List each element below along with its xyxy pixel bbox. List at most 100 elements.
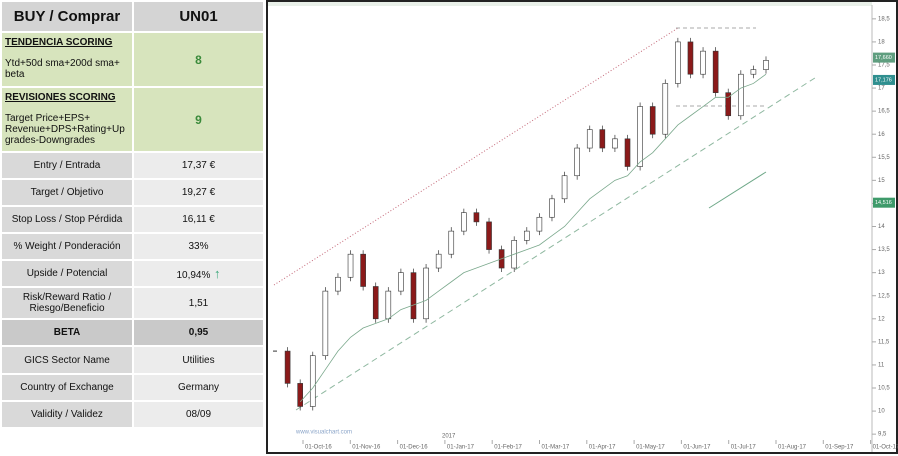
candle <box>347 253 354 278</box>
x-tick-label: 01-Dec-16 <box>400 445 429 451</box>
header-row: BUY / Comprar UN01 <box>0 0 265 33</box>
y-tick-label: 11,5 <box>878 339 890 345</box>
channel-top <box>273 27 679 286</box>
row-value: 33% <box>132 232 265 261</box>
candle <box>536 216 543 232</box>
x-tick-label: 01-Sep-17 <box>825 445 854 451</box>
candle <box>649 106 656 135</box>
candle <box>372 286 379 320</box>
year-label: 2017 <box>442 434 456 440</box>
candle <box>549 198 555 218</box>
x-tick-label: 01-Jan-17 <box>447 445 475 451</box>
candle <box>738 73 744 117</box>
x-tick-label: 01-Oct-16 <box>305 445 332 451</box>
candle <box>637 106 643 167</box>
up-arrow: ↑ <box>210 266 221 281</box>
data-row: GICS Sector Name Utilities <box>0 345 265 375</box>
scoring-title: TENDENCIA SCORING <box>5 37 113 48</box>
price-tag <box>873 52 895 63</box>
candle <box>284 350 291 384</box>
data-row: Validity / Validez 08/09 <box>0 400 265 429</box>
row-value: 0,95 <box>132 318 265 347</box>
data-row: Country of Exchange Germany <box>0 373 265 402</box>
y-tick-label: 9,5 <box>878 432 887 438</box>
candle <box>561 175 568 200</box>
moving-average <box>299 73 767 403</box>
row-label: GICS Sector Name <box>0 345 134 375</box>
scoring-title: REVISIONES SCORING <box>5 92 116 103</box>
y-tick-label: 16,5 <box>878 109 890 115</box>
scoring-desc: grades-Downgrades <box>5 135 96 146</box>
y-tick-label: 17 <box>878 86 885 92</box>
scoring-value: 8 <box>132 31 265 88</box>
scoring-label: REVISIONES SCORING Target Price+EPS+ Reven… <box>0 86 134 153</box>
candle <box>612 138 618 149</box>
candle <box>385 290 392 320</box>
row-value: 17,37 € <box>132 151 265 180</box>
candle <box>309 355 316 407</box>
header-cell: BUY / Comprar <box>0 0 134 33</box>
y-tick-label: 14 <box>878 224 885 230</box>
candle <box>297 383 303 407</box>
candle <box>586 129 593 149</box>
price-tag <box>873 197 895 208</box>
candle <box>435 253 442 269</box>
candle <box>523 230 530 241</box>
x-tick-label: 01-Jun-17 <box>683 445 711 451</box>
price-tag-label: 17,176 <box>875 77 892 83</box>
data-row: Target / Objetivo 19,27 € <box>0 178 265 207</box>
row-label: % Weight / Ponderación <box>0 232 134 261</box>
row-value: Utilities <box>132 345 265 375</box>
chart-frame <box>266 0 898 454</box>
scoring-desc: beta <box>5 69 25 80</box>
row-value: 10,94% ↑ <box>132 259 265 288</box>
candle <box>473 212 480 223</box>
candle <box>461 212 467 232</box>
candle <box>423 267 429 320</box>
header-cell: UN01 <box>132 0 265 33</box>
candle <box>410 272 417 320</box>
y-tick-label: 10 <box>878 409 885 415</box>
y-tick-label: 18 <box>878 39 885 45</box>
summary-table: BUY / Comprar UN01 TENDENCIA SCORING Ytd+50… <box>0 0 265 429</box>
y-tick-label: 17,5 <box>878 63 890 69</box>
row-label: Country of Exchange <box>0 373 134 402</box>
x-tick-label: 01-Nov-16 <box>352 445 381 451</box>
data-row: Upside / Potencial 10,94% ↑ <box>0 259 265 288</box>
row-value: 16,11 € <box>132 205 265 234</box>
candle <box>712 50 719 93</box>
y-tick-label: 13 <box>878 270 885 276</box>
price-tag <box>873 74 895 85</box>
x-tick-label: 01-Aug-17 <box>778 445 807 451</box>
chart-header-bar <box>268 2 872 6</box>
y-tick-label: 12,5 <box>878 293 890 299</box>
scoring-row: TENDENCIA SCORING Ytd+50d sma+200d sma+ be… <box>0 31 265 88</box>
x-tick-label: 01-Oct-17 <box>873 445 898 451</box>
candle <box>360 253 366 287</box>
scoring-value: 9 <box>132 86 265 153</box>
candle <box>599 129 606 149</box>
x-tick-label: 01-Jul-17 <box>731 445 757 451</box>
row-label: Target / Objetivo <box>0 178 134 207</box>
x-tick-label: 01-Mar-17 <box>542 445 570 451</box>
data-row: Stop Loss / Stop Pérdida 16,11 € <box>0 205 265 234</box>
scoring-row: REVISIONES SCORING Target Price+EPS+ Reven… <box>0 86 265 153</box>
y-tick-label: 10,5 <box>878 386 890 392</box>
y-tick-label: 11 <box>878 363 885 369</box>
row-label: Stop Loss / Stop Pérdida <box>0 205 134 234</box>
candle <box>486 221 492 250</box>
candle <box>662 83 669 135</box>
candle <box>448 230 455 255</box>
row-value: 08/09 <box>132 400 265 429</box>
row-label: Upside / Potencial <box>0 259 134 288</box>
row-label: Risk/Reward Ratio / Riesgo/Beneficio <box>0 286 134 320</box>
data-row: Risk/Reward Ratio / Riesgo/Beneficio 1,51 <box>0 286 265 320</box>
y-tick-label: 18,5 <box>878 16 890 22</box>
scoring-desc: Revenue+DPS+Rating+Up <box>5 124 125 135</box>
drawn-line <box>708 171 767 209</box>
scoring-desc: Target Price+EPS+ <box>5 113 91 124</box>
data-row: BETA 0,95 <box>0 318 265 347</box>
data-row: Entry / Entrada 17,37 € <box>0 151 265 180</box>
data-row: % Weight / Ponderación 33% <box>0 232 265 261</box>
